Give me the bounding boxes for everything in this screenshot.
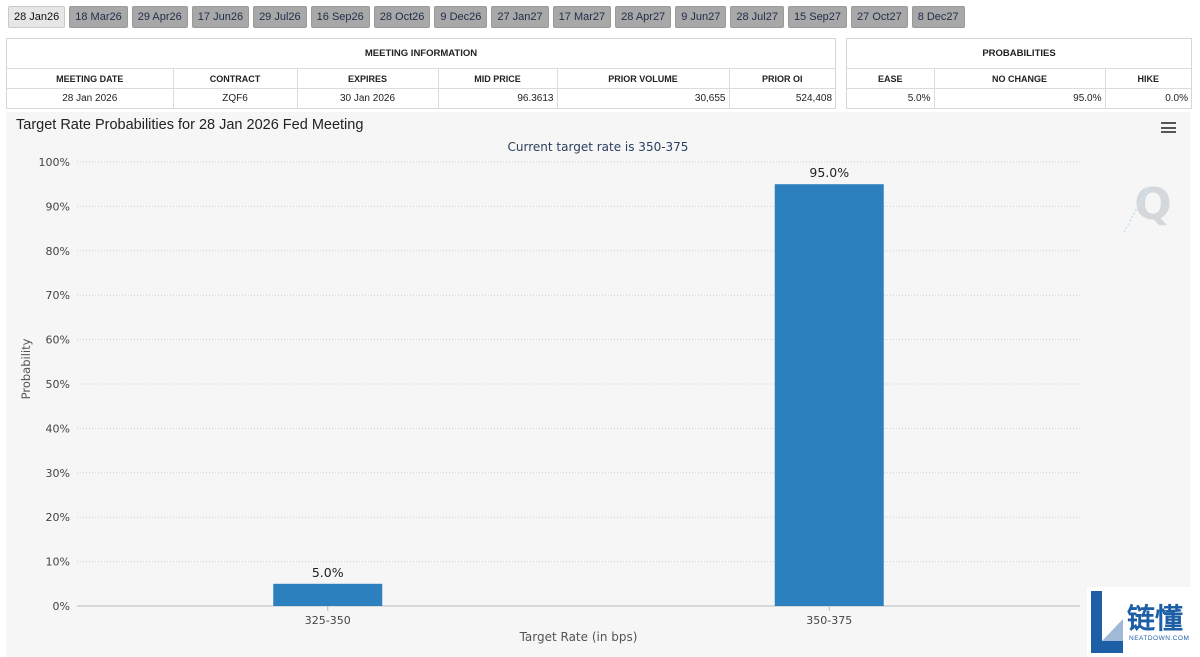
tab-17-jun26[interactable]: 17 Jun26	[191, 6, 250, 28]
meeting-tabs: 28 Jan26 18 Mar26 29 Apr26 17 Jun26 29 Jul26…	[8, 6, 965, 28]
tab-8-dec27[interactable]: 8 Dec27	[911, 6, 965, 28]
chart-subtitle: Current target rate is 350-375	[508, 140, 689, 154]
header-mid-price: MID PRICE	[438, 68, 558, 89]
y-tick-label: 10%	[46, 556, 70, 569]
y-tick-label: 0%	[53, 600, 70, 613]
tab-9-jun27[interactable]: 9 Jun27	[675, 6, 727, 28]
chart-title: Target Rate Probabilities for 28 Jan 202…	[16, 117, 364, 133]
y-tick-label: 90%	[46, 200, 70, 213]
watermark-text: 链懂	[1127, 602, 1184, 635]
tab-16-sep26[interactable]: 16 Sep26	[310, 6, 370, 28]
meeting-information-table: MEETING INFORMATION MEETING DATE CONTRAC…	[6, 38, 836, 109]
tab-17-mar27[interactable]: 17 Mar27	[552, 6, 612, 28]
x-tick-label: 325-350	[305, 614, 351, 627]
header-prior-oi: PRIOR OI	[729, 68, 836, 89]
tab-27-oct27[interactable]: 27 Oct27	[851, 6, 908, 28]
tab-15-sep27[interactable]: 15 Sep27	[787, 6, 848, 28]
y-tick-label: 30%	[46, 467, 70, 480]
watermark-subtext: NEATDOWN.COM	[1129, 635, 1190, 642]
bar-chart: Q Current target rate is 350-375 0% 10% 20% 3…	[19, 140, 1172, 644]
y-tick-label: 60%	[46, 334, 70, 347]
y-axis-title: Probability	[19, 338, 33, 399]
y-tick-label: 50%	[46, 378, 70, 391]
watermark-logo: 链懂 NEATDOWN.COM	[1087, 587, 1200, 657]
quikstrike-q-watermark: Q	[1134, 179, 1171, 230]
x-axis-title: Target Rate (in bps)	[519, 630, 638, 644]
tab-28-jan26[interactable]: 28 Jan26	[8, 6, 66, 28]
watermark-l-mark	[1091, 591, 1123, 653]
data-label: 95.0%	[809, 165, 849, 180]
y-tick-label: 80%	[46, 245, 70, 258]
tab-29-apr26[interactable]: 29 Apr26	[131, 6, 188, 28]
probabilities-caption: PROBABILITIES	[847, 39, 1192, 69]
prior-volume-value: 30,655	[557, 88, 730, 108]
tab-28-oct26[interactable]: 28 Oct26	[373, 6, 431, 28]
no-change-value: 95.0%	[934, 88, 1106, 108]
tab-9-dec26[interactable]: 9 Dec26	[434, 6, 488, 28]
watermark-stripe	[1123, 187, 1149, 233]
bar-325-350	[273, 583, 383, 606]
meeting-information-caption: MEETING INFORMATION	[7, 39, 836, 69]
tab-27-jan27[interactable]: 27 Jan27	[491, 6, 549, 28]
header-no-change: NO CHANGE	[934, 68, 1106, 89]
data-label: 5.0%	[312, 565, 344, 580]
header-expires: EXPIRES	[297, 68, 439, 89]
tab-29-jul26[interactable]: 29 Jul26	[253, 6, 307, 28]
meeting-date-value: 28 Jan 2026	[7, 88, 174, 108]
chart-menu-icon[interactable]	[1161, 122, 1176, 133]
x-tick-label: 350-375	[806, 614, 852, 627]
contract-value: ZQF6	[173, 88, 298, 108]
header-meeting-date: MEETING DATE	[7, 68, 174, 89]
y-tick-label: 100%	[39, 156, 70, 169]
mid-price-value: 96.3613	[438, 88, 558, 108]
expires-value: 30 Jan 2026	[297, 88, 439, 108]
bar-350-375	[774, 184, 884, 606]
y-tick-label: 70%	[46, 289, 70, 302]
y-tick-label: 20%	[46, 511, 70, 524]
prior-oi-value: 524,408	[795, 93, 833, 104]
header-ease: EASE	[847, 68, 935, 89]
chart-panel: Q Current target rate is 350-375 0% 10% 20% 3…	[6, 112, 1190, 657]
probabilities-table: PROBABILITIES EASE NO CHANGE HIKE 5.0% 9…	[846, 38, 1192, 109]
header-hike: HIKE	[1105, 68, 1192, 89]
y-tick-label: 40%	[46, 422, 70, 435]
tab-28-apr27[interactable]: 28 Apr27	[615, 6, 672, 28]
header-prior-volume: PRIOR VOLUME	[557, 68, 730, 89]
tab-28-jul27[interactable]: 28 Jul27	[730, 6, 784, 28]
tab-18-mar26[interactable]: 18 Mar26	[69, 6, 128, 28]
header-contract: CONTRACT	[173, 68, 298, 89]
hike-value: 0.0%	[1165, 93, 1189, 104]
ease-value: 5.0%	[847, 88, 935, 108]
